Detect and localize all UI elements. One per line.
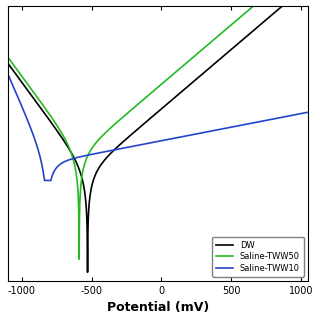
DW: [197, 75, 201, 79]
Saline-TWW10: [43, 179, 46, 182]
Saline-TWW10: [197, 132, 201, 135]
Saline-TWW10: [115, 148, 119, 151]
DW: [21, 82, 25, 86]
DW: [244, 35, 248, 38]
Saline-TWW10: [6, 73, 10, 76]
Line: Saline-TWW50: Saline-TWW50: [8, 0, 308, 259]
Saline-TWW50: [21, 76, 25, 80]
Line: Saline-TWW10: Saline-TWW10: [8, 75, 308, 180]
X-axis label: Potential (mV): Potential (mV): [107, 301, 209, 315]
DW: [6, 61, 10, 65]
Saline-TWW50: [77, 257, 81, 261]
Saline-TWW50: [244, 10, 248, 14]
DW: [228, 48, 232, 52]
Line: DW: DW: [8, 0, 308, 272]
DW: [115, 146, 119, 149]
DW: [184, 86, 188, 90]
Saline-TWW10: [244, 122, 248, 126]
Saline-TWW10: [306, 110, 310, 114]
Legend: DW, Saline-TWW50, Saline-TWW10: DW, Saline-TWW50, Saline-TWW10: [212, 236, 304, 277]
Saline-TWW50: [184, 62, 188, 66]
DW: [85, 270, 89, 274]
Saline-TWW50: [197, 51, 201, 54]
Saline-TWW50: [228, 24, 232, 28]
Saline-TWW50: [6, 55, 10, 59]
Saline-TWW50: [115, 121, 119, 124]
Saline-TWW10: [184, 134, 188, 138]
Saline-TWW10: [228, 125, 232, 129]
Saline-TWW10: [21, 108, 25, 111]
